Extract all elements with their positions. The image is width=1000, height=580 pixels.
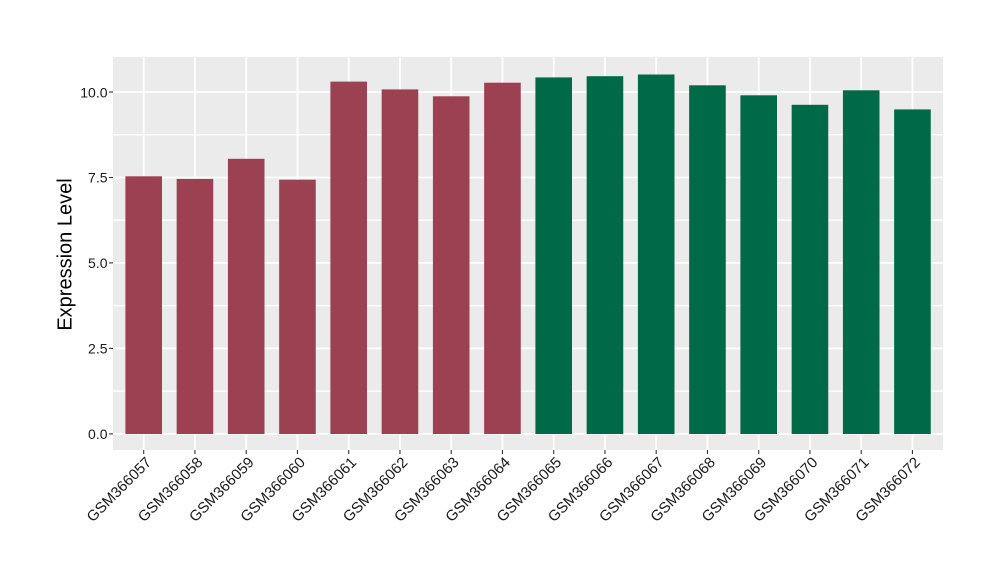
svg-text:Expression Level: Expression Level [55, 178, 77, 330]
svg-text:10.0: 10.0 [80, 85, 107, 101]
svg-text:5.0: 5.0 [88, 255, 108, 271]
svg-text:0.0: 0.0 [88, 426, 108, 442]
svg-text:2.5: 2.5 [88, 341, 108, 357]
svg-text:7.5: 7.5 [88, 170, 108, 186]
